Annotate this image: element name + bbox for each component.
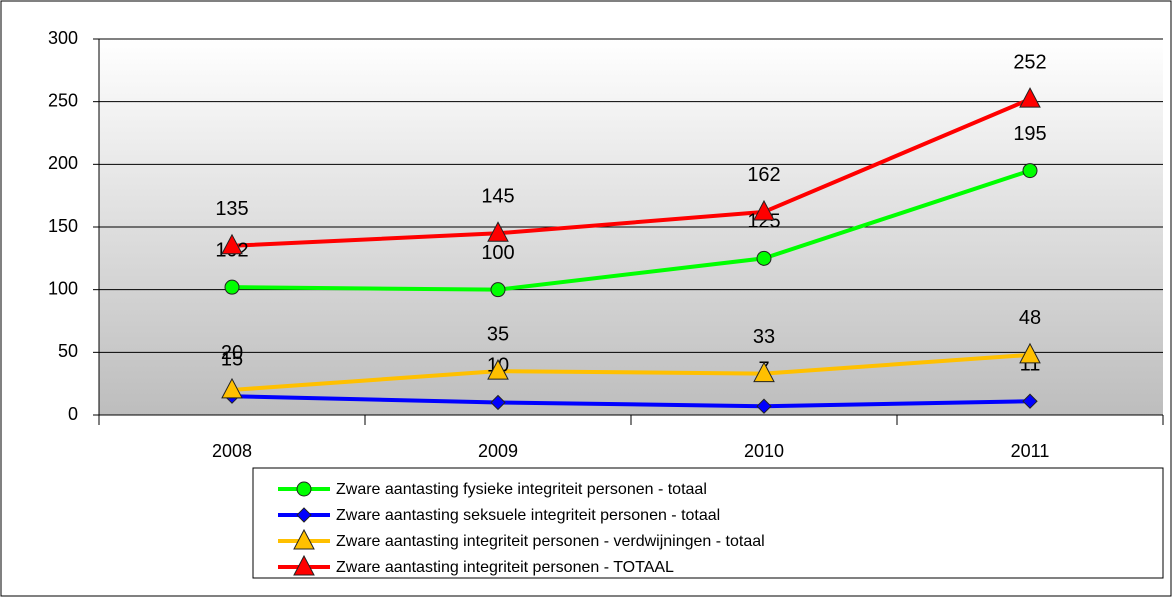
data-label: 35	[487, 323, 509, 345]
y-tick-label: 150	[48, 216, 78, 236]
x-tick-label: 2008	[212, 441, 252, 461]
point	[490, 282, 506, 298]
point	[293, 554, 315, 576]
data-label: 33	[753, 326, 775, 348]
point	[753, 199, 775, 221]
legend-box	[252, 467, 1164, 579]
point	[296, 507, 312, 523]
point	[224, 279, 240, 295]
data-label: 252	[1013, 51, 1046, 73]
point	[221, 377, 243, 399]
point	[753, 361, 775, 383]
data-label: 15	[221, 348, 243, 370]
point	[293, 528, 315, 550]
legend-label: Zware aantasting integriteit personen - …	[336, 533, 765, 550]
point	[756, 398, 772, 414]
legend-label: Zware aantasting fysieke integriteit per…	[336, 481, 707, 498]
point	[296, 481, 312, 497]
series-line	[231, 394, 1031, 409]
series-line	[231, 97, 1031, 248]
series-line	[231, 168, 1031, 292]
point	[756, 250, 772, 266]
x-tick-label: 2009	[478, 441, 518, 461]
data-label: 20	[221, 342, 243, 364]
y-tick-label: 50	[58, 341, 78, 361]
point	[1022, 163, 1038, 179]
legend-label: Zware aantasting integriteit personen - …	[336, 559, 674, 576]
point	[487, 359, 509, 380]
data-label: 135	[215, 198, 248, 220]
point	[490, 394, 506, 411]
y-tick-label: 0	[68, 404, 78, 424]
point	[487, 221, 509, 242]
point	[1022, 393, 1038, 409]
legend-label: Zware aantasting seksuele integriteit pe…	[336, 507, 720, 524]
data-label: 100	[481, 242, 514, 264]
point	[1019, 87, 1041, 108]
y-tick-label: 300	[48, 28, 78, 48]
point	[1019, 342, 1041, 364]
y-tick-label: 100	[48, 278, 78, 298]
data-label: 48	[1019, 307, 1041, 329]
series-line	[231, 352, 1031, 392]
data-label: 145	[481, 186, 514, 208]
point	[221, 233, 243, 255]
y-tick-label: 200	[48, 153, 78, 173]
data-label: 195	[1013, 123, 1046, 145]
data-label: 162	[747, 164, 780, 186]
y-tick-label: 250	[48, 90, 78, 110]
x-tick-label: 2010	[744, 441, 784, 461]
x-tick-label: 2011	[1011, 441, 1050, 461]
